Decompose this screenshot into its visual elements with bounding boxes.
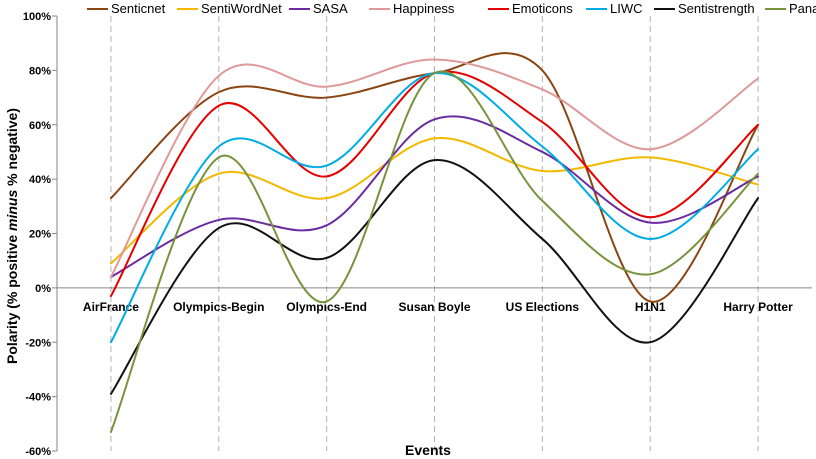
x-category-label: H1N1 xyxy=(635,300,666,314)
category-labels: AirFrance Olympics-Begin Olympics-End Susan… xyxy=(83,300,793,314)
y-tick-label: -40% xyxy=(25,392,51,404)
y-tick-label: 100% xyxy=(23,11,51,23)
x-category-label: Harry Potter xyxy=(723,300,793,314)
x-category-label: Olympics-Begin xyxy=(173,300,264,314)
y-axis-title: Polarity (% positive minus % negative) xyxy=(4,108,20,364)
y-tick-label: 60% xyxy=(29,120,51,132)
y-tick-label: 40% xyxy=(29,174,51,186)
series-line-senticnet xyxy=(109,52,760,303)
legend-label-panas-t: Panas-t xyxy=(789,1,816,16)
category-gridlines xyxy=(110,16,759,451)
legend-label-liwc: LIWC xyxy=(610,1,643,16)
y-axis-title-after: % negative) xyxy=(4,108,20,190)
x-category-label: AirFrance xyxy=(83,300,139,314)
y-axis-ticks: -60% -40% -20% 0% 20% 40% 60% 80% 100% xyxy=(23,11,57,458)
x-category-label: Susan Boyle xyxy=(398,300,470,314)
x-category-label: US Elections xyxy=(506,300,580,314)
x-axis-title: Events xyxy=(405,442,451,458)
y-axis-title-before: Polarity (% positive xyxy=(4,231,20,364)
legend-label-senticnet: Senticnet xyxy=(111,1,166,16)
y-tick-label: 80% xyxy=(29,65,51,77)
y-axis-title-emphasis: minus xyxy=(4,190,20,231)
legend-label-sentiwordnet: SentiWordNet xyxy=(201,1,282,16)
legend-label-sasa: SASA xyxy=(313,1,348,16)
y-tick-label: 0% xyxy=(35,283,51,295)
series-lines xyxy=(109,52,760,433)
series-line-liwc xyxy=(109,72,760,344)
series-line-panas-t xyxy=(109,70,760,433)
x-category-label: Olympics-End xyxy=(286,300,367,314)
y-tick-label: -20% xyxy=(25,337,51,349)
series-line-emoticons xyxy=(109,70,760,298)
series-line-sentistrength xyxy=(109,159,760,395)
legend: Senticnet SentiWordNet SASA Happiness Emotic… xyxy=(87,1,816,16)
legend-label-happiness: Happiness xyxy=(393,1,455,16)
y-tick-label: -60% xyxy=(25,446,51,458)
series-line-sasa xyxy=(109,115,760,278)
y-tick-label: 20% xyxy=(29,229,51,241)
legend-label-emoticons: Emoticons xyxy=(512,1,573,16)
series-line-sentiwordnet xyxy=(109,136,760,265)
legend-label-sentistrength: Sentistrength xyxy=(678,1,755,16)
series-line-happiness xyxy=(109,58,760,278)
